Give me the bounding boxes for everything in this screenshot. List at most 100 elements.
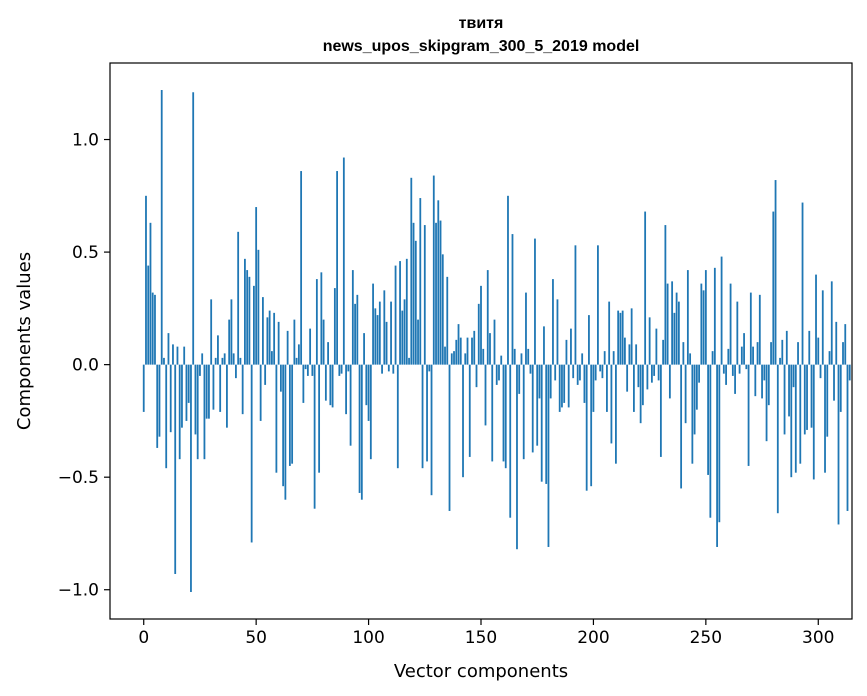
bar	[572, 364, 575, 379]
bar	[205, 364, 208, 419]
bar	[608, 301, 611, 365]
bar	[635, 344, 638, 365]
bar	[324, 364, 327, 401]
x-tick-label: 50	[245, 628, 267, 648]
bar	[199, 364, 201, 376]
bar	[313, 364, 316, 509]
bar	[145, 195, 147, 365]
bar	[221, 357, 224, 365]
bar	[331, 364, 334, 408]
bar	[178, 364, 181, 460]
bar	[846, 364, 849, 511]
bar	[606, 364, 608, 412]
bar	[810, 364, 813, 428]
bar	[644, 211, 647, 365]
bar	[480, 285, 482, 365]
bar	[187, 364, 190, 403]
bar	[720, 256, 723, 365]
bar	[722, 364, 725, 374]
bar	[599, 364, 602, 372]
bar	[441, 254, 444, 365]
bar	[650, 364, 653, 383]
bar	[329, 364, 332, 406]
bar	[693, 364, 696, 435]
bar	[844, 324, 847, 365]
bar	[340, 364, 343, 374]
bar	[273, 312, 276, 365]
bar	[837, 364, 840, 525]
bar	[363, 333, 365, 365]
bar	[455, 339, 458, 365]
bar	[457, 324, 460, 365]
bar	[304, 364, 307, 370]
bar	[264, 364, 267, 385]
bar	[426, 364, 428, 462]
bar	[520, 353, 523, 365]
bar	[383, 290, 386, 365]
bar	[241, 364, 244, 415]
bar	[293, 319, 296, 365]
bar	[464, 353, 467, 365]
x-axis-ticks: 0 50 100 150 200 250 300	[138, 619, 834, 648]
x-axis-label: Vector components	[394, 661, 568, 682]
bar	[646, 364, 649, 390]
bar	[342, 157, 345, 365]
bar	[689, 353, 692, 365]
bar	[794, 364, 797, 473]
bar	[799, 364, 802, 464]
bar	[601, 364, 604, 379]
bar	[747, 364, 750, 466]
bar	[833, 364, 835, 401]
bar	[633, 364, 635, 412]
bar	[190, 364, 192, 592]
bar	[399, 261, 401, 365]
bar	[181, 364, 183, 428]
bar	[563, 364, 566, 403]
bar	[713, 267, 716, 365]
bar	[680, 364, 683, 489]
bar	[686, 270, 689, 365]
bar	[567, 364, 570, 408]
bar	[315, 279, 318, 365]
bar	[408, 357, 410, 365]
bar	[743, 333, 745, 365]
bar	[817, 337, 820, 365]
bar	[297, 344, 300, 365]
bar	[653, 364, 656, 376]
bar	[309, 328, 312, 365]
bar	[482, 348, 485, 365]
bar	[684, 364, 687, 424]
x-tick-label: 300	[802, 628, 834, 648]
bar	[522, 364, 525, 460]
bar	[801, 202, 804, 365]
bar	[565, 339, 568, 365]
bar	[666, 283, 669, 365]
bar	[716, 364, 718, 547]
bar	[437, 200, 440, 365]
bar	[513, 348, 516, 365]
bar	[761, 364, 763, 399]
bar	[781, 339, 784, 365]
bar	[390, 301, 392, 365]
x-tick-label: 100	[352, 628, 384, 648]
bar	[306, 364, 309, 376]
bar	[486, 270, 489, 365]
bar	[295, 357, 298, 365]
bar	[160, 90, 163, 365]
bar	[477, 303, 480, 365]
bar	[774, 180, 777, 365]
bar	[421, 364, 424, 469]
bar	[848, 364, 851, 381]
bar	[203, 364, 206, 460]
bar	[489, 333, 491, 365]
bar	[459, 337, 462, 365]
bar	[226, 364, 228, 428]
bar	[792, 364, 795, 388]
bar	[475, 364, 478, 388]
bar	[208, 364, 210, 419]
bar	[597, 245, 599, 365]
bar	[403, 299, 406, 365]
bar	[624, 337, 626, 365]
bar	[491, 364, 494, 462]
